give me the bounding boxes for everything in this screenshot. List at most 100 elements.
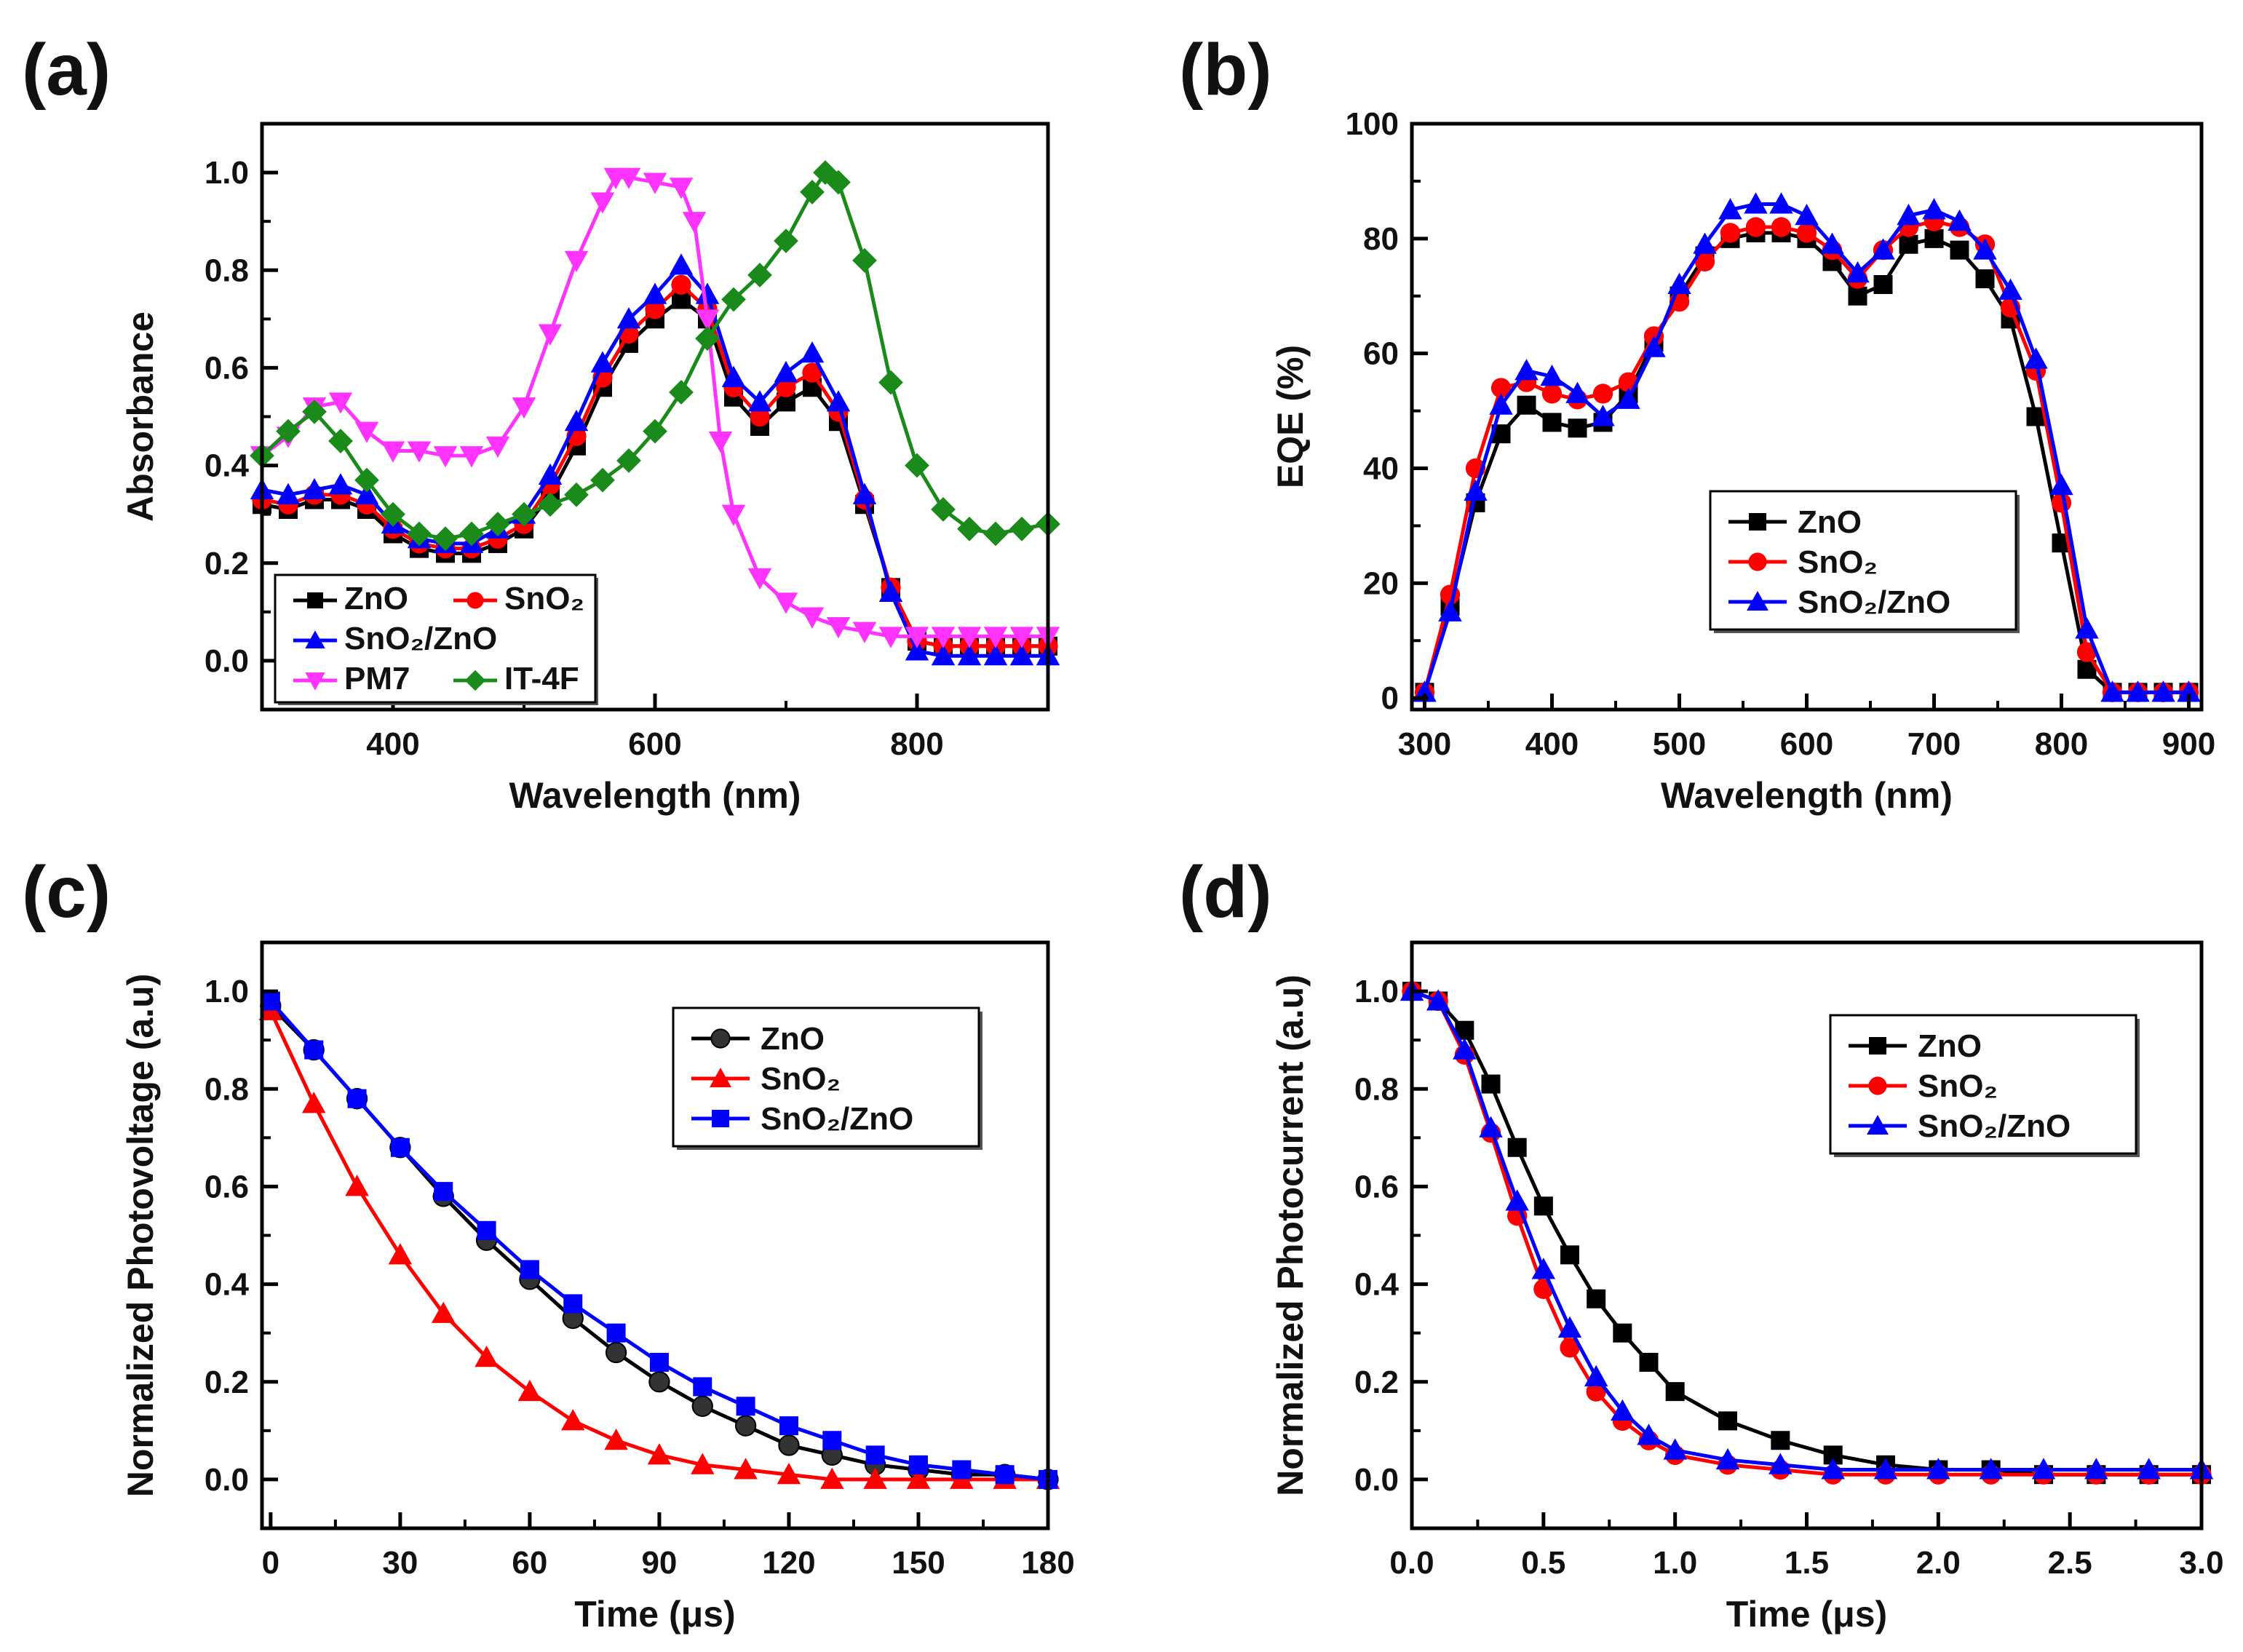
x-tick-label: 1.5 (1785, 1545, 1829, 1581)
data-point (778, 1434, 800, 1456)
y-tick-label: 0.0 (1354, 1462, 1399, 1498)
data-point (1821, 1458, 1845, 1480)
y-tick-label: 60 (1363, 336, 1399, 372)
data-point (301, 1092, 326, 1113)
data-point (1464, 479, 1488, 501)
data-point (433, 446, 458, 468)
x-tick-label: 2.0 (1916, 1545, 1961, 1581)
legend-marker (464, 670, 486, 691)
data-point (906, 1467, 931, 1489)
data-point (645, 299, 665, 319)
data-point (774, 229, 798, 253)
chart-panel-4: (d) 0.0 0.5 1.0 1.5 2.0 2.5 3.0 0.0 0.2 0.4 0.6 0.8 1… (1179, 851, 2224, 1635)
data-point (931, 497, 956, 522)
data-point (564, 409, 589, 432)
x-tick-label: 900 (2162, 726, 2215, 762)
x-tick-label: 0.5 (1521, 1545, 1565, 1581)
data-point (1517, 395, 1536, 415)
y-tick-label: 1.0 (205, 155, 249, 191)
data-point (1926, 1458, 1950, 1480)
data-point (1639, 1352, 1659, 1372)
data-point (878, 627, 903, 648)
y-tick-label: 100 (1346, 106, 1399, 142)
x-tick-label: 0 (262, 1545, 279, 1581)
data-point (852, 622, 877, 643)
legend-label: SnO₂ (1798, 544, 1878, 580)
data-point (390, 1137, 410, 1157)
data-point (564, 482, 589, 507)
data-point (407, 441, 432, 463)
y-tick-label: 1.0 (1354, 974, 1399, 1009)
data-point (1009, 516, 1034, 541)
data-point (590, 192, 615, 214)
data-point (957, 643, 982, 666)
data-point (328, 473, 353, 495)
data-point (485, 512, 510, 536)
data-point (2126, 680, 2150, 702)
series-line (261, 170, 1049, 541)
data-point (931, 643, 956, 666)
data-point (1490, 378, 1512, 398)
legend-label: ZnO (1918, 1028, 1982, 1064)
x-tick-label: 0.0 (1389, 1545, 1434, 1581)
data-point (1768, 1453, 1793, 1474)
data-point (433, 526, 458, 552)
data-point (682, 212, 707, 234)
data-point (1591, 405, 1615, 426)
legend-label: SnO₂/ZnO (344, 621, 497, 656)
data-point (2076, 642, 2097, 662)
data-point (1533, 1196, 1553, 1216)
data-point (1745, 217, 1766, 237)
data-point (1899, 234, 1918, 254)
legend-label: PM7 (344, 661, 410, 696)
data-point (434, 1182, 453, 1202)
data-point (1846, 261, 1870, 283)
data-point (1820, 232, 1844, 254)
data-point (863, 1467, 887, 1489)
data-point (1663, 1438, 1687, 1460)
data-point (561, 1409, 585, 1431)
data-point (826, 390, 851, 412)
data-point (669, 253, 694, 275)
data-point (826, 616, 851, 639)
x-tick-label: 150 (892, 1545, 945, 1581)
data-point (777, 1462, 801, 1485)
data-point (779, 1416, 798, 1436)
y-tick-label: 0 (1381, 680, 1399, 716)
data-point (1948, 209, 1972, 231)
x-tick-label: 60 (512, 1545, 547, 1581)
legend: ZnO SnO₂ SnO₂/ZnO (1709, 490, 2020, 633)
data-point (693, 1377, 712, 1397)
data-point (407, 521, 432, 547)
data-point (691, 1453, 715, 1474)
x-axis-title: Wavelength (nm) (509, 775, 801, 816)
x-axis-title: Time (μs) (1726, 1594, 1887, 1635)
legend-marker (307, 592, 323, 608)
series-sno-zno (1400, 979, 2214, 1480)
data-point (952, 1460, 972, 1480)
data-point (1616, 387, 1640, 409)
x-tick-label: 2.5 (2048, 1545, 2092, 1581)
data-point (347, 1089, 367, 1108)
data-point (2031, 1458, 2056, 1480)
chart-panel-3: (c) 0 30 60 90 120 150 180 0.0 0.2 0.4 0.6 0.8 1.0 Tim… (22, 851, 1075, 1635)
data-point (1873, 1458, 1898, 1480)
data-point (983, 643, 1008, 666)
data-point (1592, 384, 1613, 404)
legend-label: ZnO (761, 1021, 825, 1057)
data-point (512, 397, 536, 419)
data-point (695, 326, 720, 352)
data-point (1453, 1038, 1477, 1060)
data-point (517, 1379, 542, 1402)
data-point (747, 263, 772, 287)
data-point (691, 1395, 713, 1417)
legend-label: ZnO (1798, 504, 1862, 540)
data-point (1795, 204, 1819, 226)
data-point (1771, 1431, 1790, 1450)
x-tick-label: 500 (1653, 726, 1706, 762)
data-point (431, 1301, 456, 1323)
data-point (995, 1465, 1015, 1485)
data-point (800, 341, 825, 363)
data-point (1438, 600, 1462, 622)
legend-label: SnO₂ (1918, 1068, 1998, 1104)
